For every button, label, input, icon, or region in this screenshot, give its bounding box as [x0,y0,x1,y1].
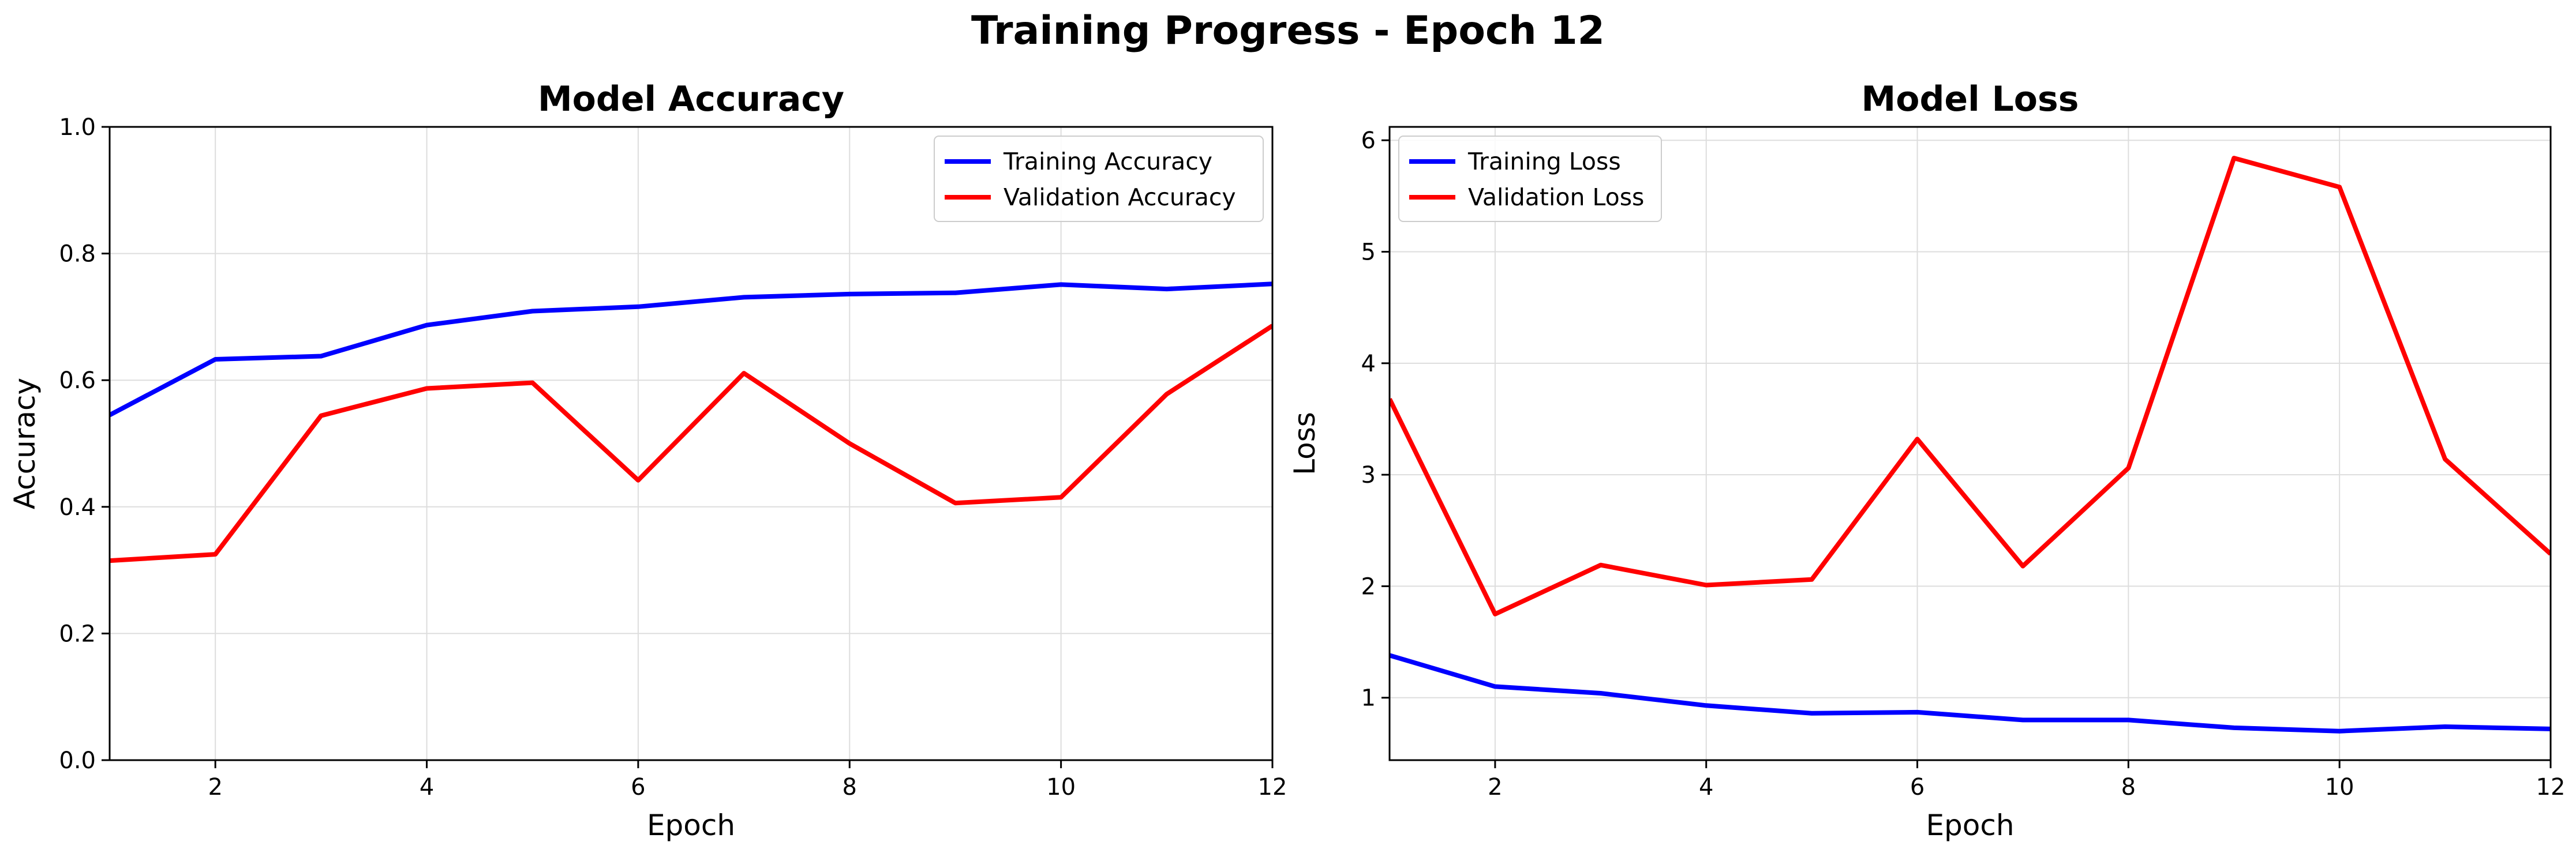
y-tick-label: 1 [1361,685,1376,712]
plot-frame [1388,126,2552,761]
y-tick-label: 0.4 [59,494,96,521]
x-tick-label: 8 [2121,774,2136,801]
y-tick-label: 0.0 [59,747,96,774]
legend-label: Training Loss [1467,148,1621,175]
figure-title: Training Progress - Epoch 12 [971,8,1605,54]
y-axis-label: Accuracy [8,378,42,509]
y-tick-label: 4 [1361,351,1376,377]
x-tick-label: 6 [1910,774,1924,801]
y-tick-label: 0.6 [59,367,96,394]
y-tick-label: 0.2 [59,621,96,647]
legend: Training Loss Validation Loss [1398,136,1662,222]
x-tick-label: 12 [2536,774,2566,801]
x-tick-label: 4 [420,774,434,801]
x-axis-label: Epoch [647,809,735,842]
y-tick-label: 6 [1361,127,1376,154]
chart-panel-1: 2 4 6 8 10 12 0.0 0.2 0.4 0.6 0.8 1.0 Model Accuracy… [8,79,1287,842]
series-line-training-accuracy [110,281,1272,418]
legend-box [934,136,1264,222]
x-tick-label: 12 [1258,774,1287,801]
legend: Training Accuracy Validation Accuracy [934,136,1264,222]
y-tick-label: 3 [1361,462,1376,488]
chart-title: Model Accuracy [538,79,844,119]
y-axis-label: Loss [1288,412,1321,475]
series-line-validation-loss [1390,156,2551,617]
y-tick-label: 1.0 [59,114,96,141]
y-tick-label: 0.8 [59,241,96,268]
x-tick-label: 10 [1046,774,1076,801]
legend-label: Training Accuracy [1003,148,1212,175]
legend-label: Validation Accuracy [1004,183,1236,211]
legend-box [1398,136,1662,222]
legend-label: Validation Loss [1468,183,1644,211]
x-tick-label: 10 [2325,774,2354,801]
series-line-validation-accuracy [110,324,1272,563]
series-line-training-loss [1390,653,2551,734]
x-tick-label: 8 [843,774,857,801]
y-tick-label: 5 [1361,239,1376,266]
x-tick-label: 4 [1699,774,1713,801]
chart-title: Model Loss [1862,79,2079,119]
x-tick-label: 2 [208,774,222,801]
x-axis-label: Epoch [1926,809,2014,842]
plot-frame [108,126,1274,761]
x-tick-label: 6 [631,774,645,801]
y-tick-label: 2 [1361,573,1376,600]
x-tick-label: 2 [1488,774,1502,801]
